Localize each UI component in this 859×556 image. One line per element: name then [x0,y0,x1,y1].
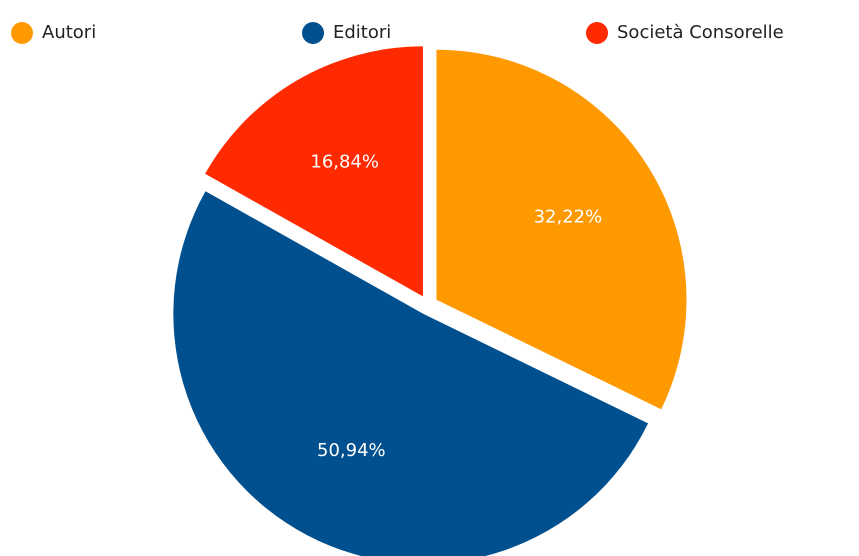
legend-swatch [11,22,33,44]
legend-swatch [302,22,324,44]
pie-slice [205,46,423,297]
legend-label: Società Consorelle [617,22,784,43]
legend-swatch [586,22,608,44]
data-label: 16,84% [310,152,379,173]
legend-label: Editori [333,22,391,43]
legend-label: Autori [42,22,96,43]
pie-slice [436,49,687,410]
pie-slice [173,191,649,556]
data-label: 50,94% [317,440,386,461]
data-label: 32,22% [534,207,603,228]
